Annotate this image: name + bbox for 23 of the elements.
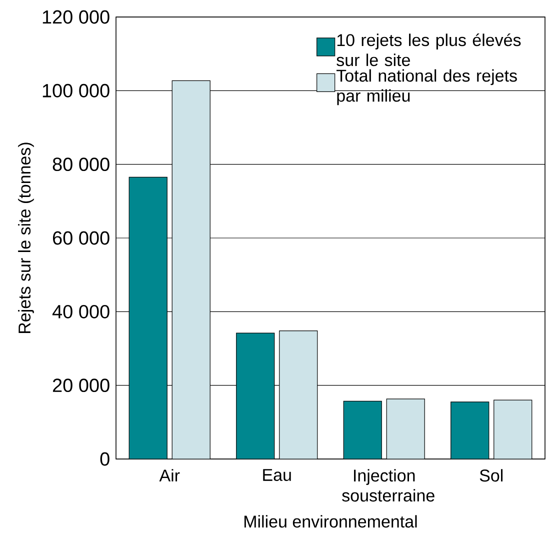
x-tick-label: Injection sousterraine (342, 469, 434, 502)
y-axis-title: Rejets sur le site (tonnes) (18, 142, 34, 333)
x-tick-label: Eau (263, 469, 291, 481)
bar (494, 400, 532, 459)
legend-label: 10 rejets les plus élevés sur le site (336, 33, 521, 66)
bar (172, 80, 210, 459)
x-axis-title: Milieu environnemental (244, 515, 417, 528)
x-tick-label: Air (159, 469, 180, 482)
y-tick-label: 120 000 (42, 10, 110, 24)
legend-label: Total national des rejets par milieu (336, 69, 517, 106)
bar (128, 176, 168, 459)
y-tick-label: 40 000 (52, 304, 110, 318)
y-tick-label: 80 000 (52, 158, 110, 172)
y-tick-label: 0 (100, 452, 110, 466)
bar (279, 330, 318, 459)
y-tick-label: 60 000 (52, 231, 110, 245)
x-tick-label: Sol (480, 469, 503, 482)
y-tick-label: 20 000 (52, 378, 110, 392)
bar (450, 402, 490, 459)
y-tick-label: 100 000 (42, 84, 110, 98)
bar (236, 332, 275, 459)
bar (386, 398, 425, 459)
bar (343, 400, 382, 459)
